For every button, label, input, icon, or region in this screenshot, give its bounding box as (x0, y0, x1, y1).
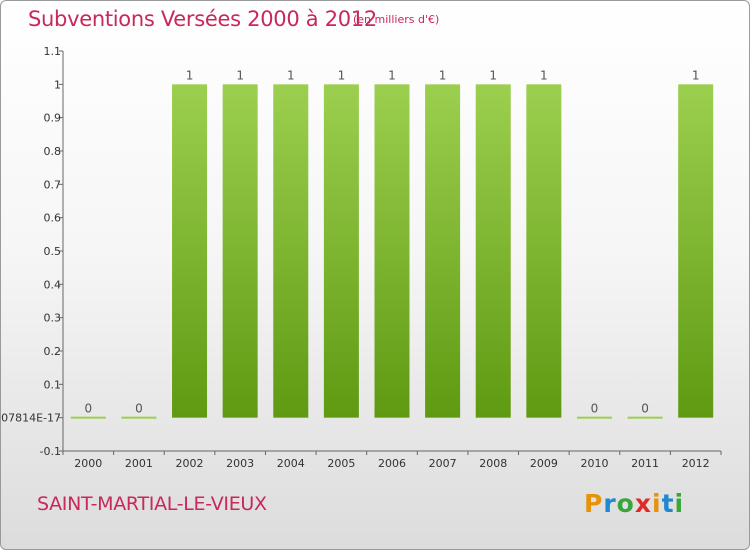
chart-title: Subventions Versées 2000 à 2012 (28, 7, 377, 31)
y-tick-label: 0.6 (44, 212, 62, 225)
x-tick-label: 2008 (479, 457, 507, 470)
bar (425, 84, 461, 418)
x-tick-label: 2007 (429, 457, 457, 470)
data-label: 1 (388, 68, 396, 82)
y-tick-label: 0.9 (44, 112, 62, 125)
y-tick-label: 0.2 (44, 345, 62, 358)
data-label: 0 (591, 402, 599, 416)
bar (273, 84, 309, 418)
bar (222, 84, 258, 418)
bar (172, 84, 208, 418)
x-tick-label: 2010 (580, 457, 608, 470)
y-tick-label: -1.3877787807814E-17 (1, 412, 61, 425)
x-tick-label: 2012 (682, 457, 710, 470)
x-tick-label: 2002 (176, 457, 204, 470)
y-tick-label: 0.8 (44, 145, 62, 158)
unit-note: (en milliers d'€) (353, 13, 440, 26)
data-label: 1 (186, 68, 194, 82)
y-tick-label: 0.5 (44, 245, 62, 258)
data-label: 0 (641, 402, 649, 416)
logo-letter: i (652, 489, 662, 518)
bar (627, 416, 663, 419)
y-tick-label: 0.7 (44, 178, 62, 191)
logo-letter: r (603, 489, 617, 518)
data-label: 1 (692, 68, 700, 82)
x-tick-label: 2000 (74, 457, 102, 470)
x-tick-label: 2003 (226, 457, 254, 470)
y-tick-label: 0.4 (44, 278, 62, 291)
data-label: 1 (540, 68, 548, 82)
data-label: 0 (135, 402, 143, 416)
y-tick-label: 1 (54, 78, 61, 91)
y-tick-label: 0.1 (44, 378, 62, 391)
bar (323, 84, 359, 418)
data-label: 0 (84, 402, 92, 416)
x-tick-label: 2005 (327, 457, 355, 470)
logo-letter: i (674, 489, 685, 518)
x-tick-label: 2011 (631, 457, 659, 470)
data-label: 1 (236, 68, 244, 82)
bar (526, 84, 562, 418)
commune-name: SAINT-MARTIAL-LE-VIEUX (37, 493, 267, 515)
bar (576, 416, 612, 419)
bar (121, 416, 157, 419)
x-tick-label: 2009 (530, 457, 558, 470)
x-tick-label: 2004 (277, 457, 305, 470)
bar (374, 84, 410, 418)
x-tick-label: 2001 (125, 457, 153, 470)
proxiti-logo: Proxiti (584, 489, 684, 518)
x-tick-label: 2006 (378, 457, 406, 470)
y-tick-label: 1.1 (44, 45, 62, 58)
logo-letter: o (616, 489, 635, 518)
bar (475, 84, 511, 418)
data-label: 1 (439, 68, 447, 82)
logo-letter: t (661, 489, 675, 518)
logo-letter: P (584, 489, 604, 518)
bar (678, 84, 714, 418)
data-label: 1 (489, 68, 497, 82)
logo-letter: x (634, 489, 652, 518)
data-label: 1 (287, 68, 295, 82)
y-tick-label: 0.3 (44, 312, 62, 325)
bar (70, 416, 106, 419)
data-label: 1 (338, 68, 346, 82)
y-tick-label: -0.1 (40, 445, 61, 458)
